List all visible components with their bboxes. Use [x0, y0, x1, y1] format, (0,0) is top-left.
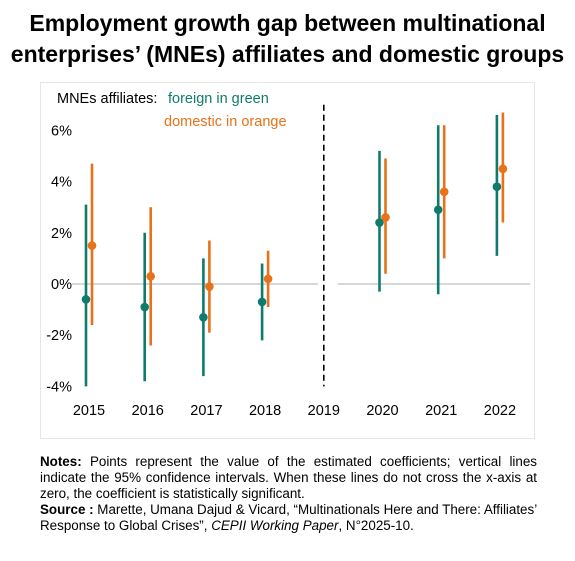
chart-svg: -4%-2%0%2%4%6% 2015 2016 2017 2018 2019 2020 2…	[46, 91, 530, 419]
foreign-point-2022	[492, 182, 502, 192]
source-text-1: Marette, Umana Dajud & Vicard, “Multinat…	[40, 502, 537, 533]
source-label: Source :	[40, 502, 94, 517]
legend: MNEs affiliates: foreign in green domest…	[57, 91, 287, 130]
chart-title: Employment growth gap between multinatio…	[0, 8, 575, 70]
y-axis: -4% -2% 0% 2% 4% 6%	[46, 123, 72, 395]
x-tick-label: 2022	[484, 403, 516, 419]
y-tick-label: 4%	[51, 175, 72, 191]
source-italic: CEPII Working Paper	[211, 518, 339, 533]
domestic-point-2021	[439, 187, 449, 197]
title-line-2: enterprises’ (MNEs) affiliates and domes…	[10, 41, 565, 67]
foreign-point-2017	[199, 312, 208, 322]
domestic-point-2020	[381, 213, 390, 222]
x-tick-label: 2015	[73, 403, 105, 419]
y-tick-label: 2%	[51, 226, 72, 242]
series-domestic	[87, 112, 508, 346]
x-tick-label: 2017	[190, 403, 222, 419]
foreign-point-2015	[81, 295, 91, 304]
notes-block: Notes: Points represent the value of the…	[40, 454, 537, 534]
x-tick-label: 2019	[308, 403, 340, 419]
series-foreign	[81, 115, 502, 387]
x-tick-label: 2018	[249, 403, 281, 419]
series-layer	[81, 112, 508, 387]
x-tick-label: 2020	[366, 403, 398, 419]
y-tick-label: -4%	[46, 379, 72, 395]
notes-text: Points represent the value of the estima…	[40, 454, 537, 501]
y-tick-label: 0%	[51, 277, 72, 293]
grid-layer	[72, 104, 530, 387]
legend-foreign: foreign in green	[168, 91, 269, 107]
foreign-point-2018	[257, 297, 267, 307]
y-tick-label: -2%	[46, 328, 72, 344]
title-line-1: Employment growth gap between multinatio…	[29, 10, 546, 36]
x-axis: 2015 2016 2017 2018 2019 2020 2021 2022	[73, 403, 516, 419]
domestic-point-2022	[498, 164, 508, 174]
domestic-point-2015	[87, 241, 97, 250]
legend-prefix: MNEs affiliates:	[57, 91, 157, 107]
plot-frame	[40, 82, 535, 439]
source-line: Source : Marette, Umana Dajud & Vicard, …	[40, 502, 537, 534]
domestic-point-2018	[263, 274, 273, 284]
source-text-2: , N°2025-10.	[338, 518, 414, 533]
x-tick-label: 2021	[425, 403, 457, 419]
y-tick-label: 6%	[51, 123, 72, 139]
foreign-point-2020	[375, 218, 384, 227]
foreign-point-2021	[433, 205, 443, 215]
notes-label: Notes:	[40, 454, 82, 469]
domestic-point-2016	[146, 272, 155, 281]
legend-domestic: domestic in orange	[164, 114, 287, 130]
foreign-point-2016	[140, 302, 149, 312]
domestic-point-2017	[205, 282, 214, 291]
x-tick-label: 2016	[132, 403, 164, 419]
